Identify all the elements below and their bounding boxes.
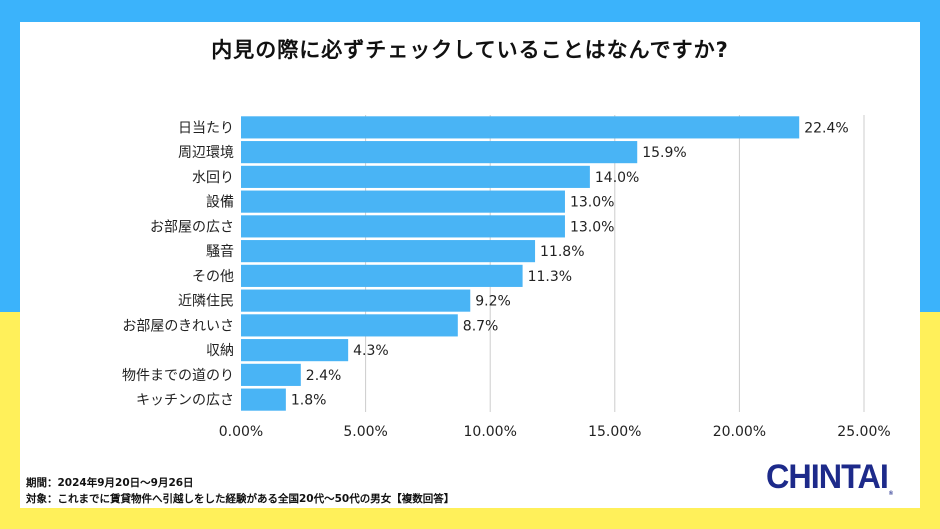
bar [241,215,565,238]
bar [241,363,301,386]
value-label: 13.0% [570,219,614,235]
bar [241,289,471,312]
value-label: 11.8% [540,244,584,260]
category-label: 設備 [206,195,234,211]
value-label: 4.3% [353,343,389,359]
registered-mark: ® [888,491,893,497]
x-tick-label: 25.00% [837,424,890,440]
logo-text: CHINTAI [766,458,889,496]
value-label: 1.8% [291,393,327,409]
category-label: 収納 [206,343,234,359]
category-label: 周辺環境 [178,145,234,161]
value-label: 13.0% [570,195,614,211]
category-label: 日当たり [178,120,234,136]
chintai-logo: CHINTAI® [766,458,893,497]
bar [241,141,638,164]
value-label: 14.0% [595,170,639,186]
category-label: 近隣住民 [178,294,234,310]
survey-target: 対象：これまでに賃貸物件へ引越しをした経験がある全国20代〜50代の男女【複数回… [26,493,455,505]
bar [241,240,536,263]
x-tick-label: 0.00% [219,424,263,440]
value-label: 15.9% [642,145,686,161]
category-label: 水回り [192,170,234,186]
bar [241,116,800,139]
x-tick-label: 15.00% [588,424,641,440]
category-label: 物件までの道のり [122,368,234,384]
value-label: 22.4% [804,120,848,136]
chart-title: 内見の際に必ずチェックしていることはなんですか? [211,38,729,62]
x-tick-label: 5.00% [343,424,387,440]
bar [241,264,523,287]
bar [241,165,590,188]
x-tick-label: 20.00% [713,424,766,440]
bar [241,190,565,213]
category-label: 騒音 [206,243,234,260]
survey-period: 期間：2024年9月20日〜9月26日 [26,477,194,489]
survey-footer: 期間：2024年9月20日〜9月26日 対象：これまでに賃貸物件へ引越しをした経… [26,475,454,507]
bar [241,388,286,411]
bar [241,339,349,362]
category-label: その他 [192,269,234,285]
value-label: 9.2% [475,294,511,310]
category-label: お部屋のきれいさ [122,318,234,334]
x-tick-label: 10.00% [464,424,517,440]
value-label: 11.3% [528,269,572,285]
category-label: お部屋の広さ [150,219,234,235]
value-label: 2.4% [306,368,342,384]
value-label: 8.7% [463,318,499,334]
category-label: キッチンの広さ [136,393,234,409]
bar [241,314,458,337]
